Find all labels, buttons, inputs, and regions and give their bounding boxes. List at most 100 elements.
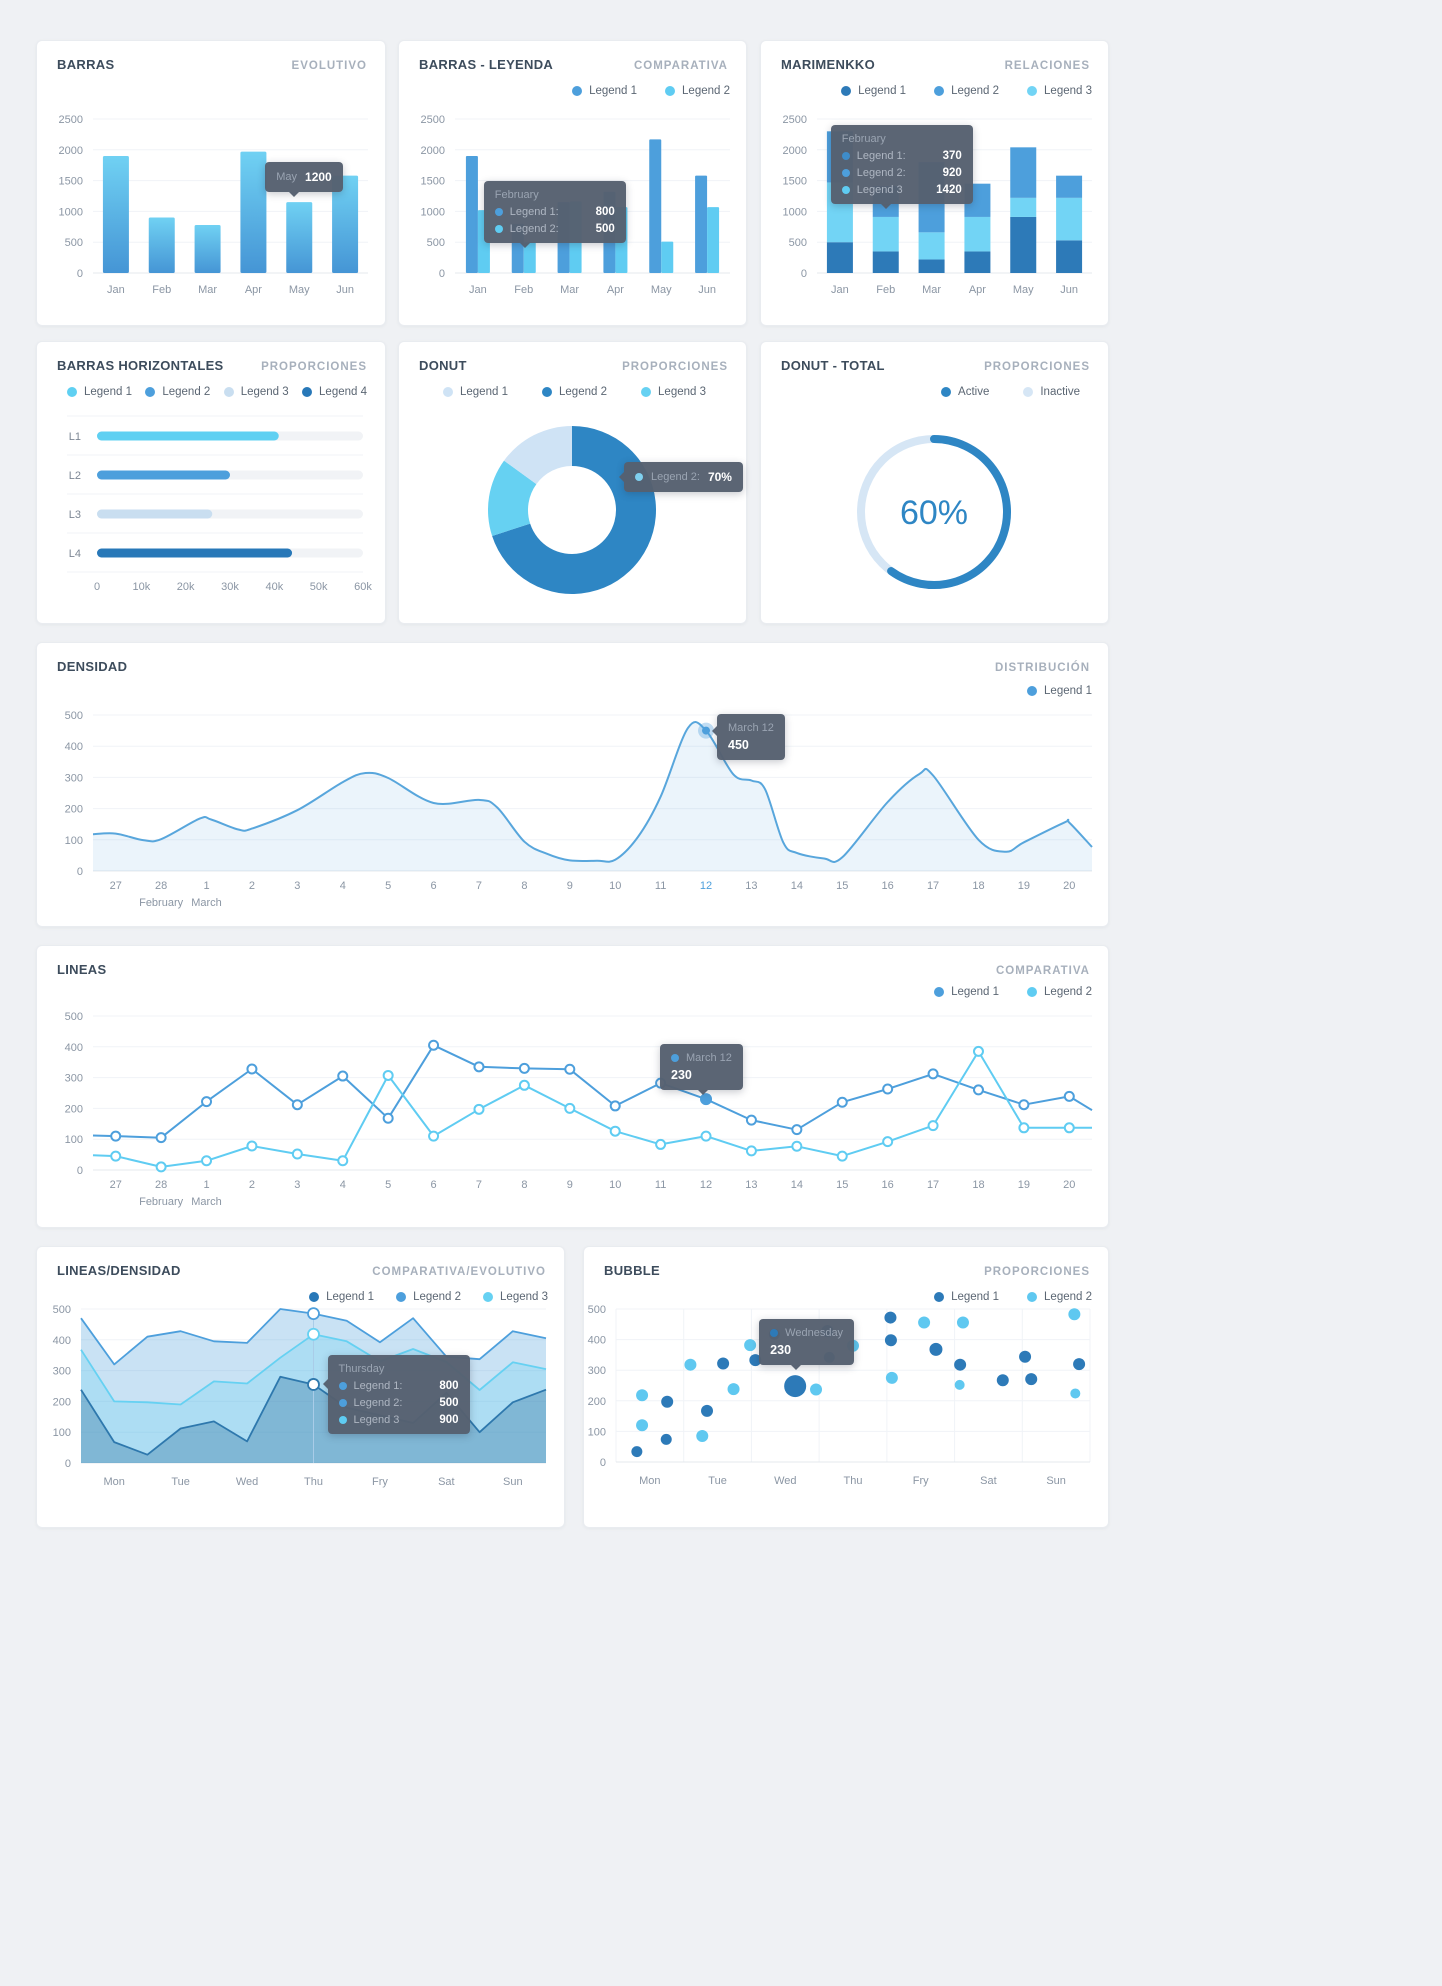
point-Legend 2-18[interactable] — [972, 1045, 984, 1057]
legend-item-legend-2[interactable]: Legend 2 — [145, 386, 210, 398]
bubble-Legend 2[interactable] — [727, 1383, 740, 1396]
bar-Jun[interactable] — [332, 175, 359, 273]
point-Legend 1-10[interactable] — [609, 1100, 621, 1112]
bubble-Legend 2[interactable] — [956, 1316, 969, 1329]
bubble-Legend 2[interactable] — [636, 1419, 649, 1432]
legend-item-legend-3[interactable]: Legend 3 — [223, 386, 289, 398]
stack-Legend 3-Jun[interactable] — [1056, 197, 1083, 241]
point-Legend 1-19[interactable] — [1018, 1099, 1030, 1111]
hbar-L4[interactable] — [97, 548, 293, 558]
legend-item-legend-2[interactable]: Legend 2 — [1027, 986, 1092, 998]
bubble-Legend 2[interactable] — [636, 1389, 649, 1402]
bar-Legend 2-May[interactable] — [661, 241, 674, 273]
point-Legend 1-28[interactable] — [155, 1132, 167, 1144]
stack-Legend 2-Jun[interactable] — [1056, 175, 1083, 198]
stack-Legend 3-Feb[interactable] — [872, 216, 899, 252]
legend-item-legend-3[interactable]: Legend 3 — [641, 386, 706, 398]
point-Legend 2-28[interactable] — [155, 1161, 167, 1173]
bubble-Legend 1[interactable] — [954, 1358, 967, 1371]
point-Legend 1-27[interactable] — [110, 1130, 122, 1142]
bubble-Legend 1[interactable] — [929, 1342, 943, 1356]
active-point[interactable] — [702, 726, 711, 735]
legend-item-legend-1[interactable]: Legend 1 — [934, 1291, 999, 1303]
legend-item-legend-1[interactable]: Legend 1 — [67, 386, 132, 398]
progress-arc[interactable] — [887, 435, 1011, 589]
bar-Mar[interactable] — [194, 224, 221, 273]
bar-Legend 2-Feb[interactable] — [523, 242, 536, 273]
point-Legend 1-2[interactable] — [246, 1063, 258, 1075]
legend-item-legend-1[interactable]: Legend 1 — [1027, 685, 1092, 697]
point-Legend 1-9[interactable] — [564, 1063, 576, 1075]
line-Legend 2[interactable] — [92, 1050, 1092, 1168]
stack-Legend 1-Feb[interactable] — [872, 251, 899, 273]
density-line[interactable] — [92, 721, 1093, 863]
legend-item-legend-1[interactable]: Legend 1 — [934, 986, 999, 998]
point-Legend 2-19[interactable] — [1018, 1122, 1030, 1134]
bubble-Legend 1[interactable] — [631, 1446, 643, 1458]
point-Legend 2-20[interactable] — [1063, 1122, 1075, 1134]
point-Legend 1-4[interactable] — [337, 1070, 349, 1082]
point-Legend 2-14[interactable] — [791, 1140, 803, 1152]
marimenkko-chart[interactable]: 2500 2000 1500 1000 500 0 Jan Feb Mar Apr May Jun Fe… — [761, 41, 1108, 325]
donut-total-chart[interactable]: 60% — [761, 342, 1108, 623]
bubble-Legend 1[interactable] — [884, 1311, 897, 1324]
bubble-Legend 1[interactable] — [1073, 1358, 1086, 1371]
stack-Legend 2-May[interactable] — [1010, 147, 1037, 198]
point-Legend 1-8[interactable] — [518, 1062, 530, 1074]
bubble-Legend 2[interactable] — [744, 1339, 757, 1352]
legend-item-legend-1[interactable]: Legend 1 — [572, 85, 637, 97]
bar-Legend 1-May[interactable] — [649, 139, 662, 273]
bar-May[interactable] — [286, 202, 313, 273]
legend-item-legend-3[interactable]: Legend 3 — [483, 1291, 548, 1303]
stack-Legend 1-May[interactable] — [1010, 216, 1037, 273]
legend-item-legend-2[interactable]: Legend 2 — [934, 85, 999, 97]
legend-item-legend-3[interactable]: Legend 3 — [1027, 85, 1092, 97]
lineas-densidad-chart[interactable]: 500 400 300 200 100 0 Mon Tue Wed Thu Fry Sat Sun Thu… — [37, 1247, 564, 1527]
point-Legend 1-20[interactable] — [1063, 1090, 1075, 1102]
bubble-Legend 1[interactable] — [660, 1433, 672, 1445]
bubble-Legend 1[interactable] — [701, 1404, 714, 1417]
point-Legend 1-17[interactable] — [927, 1068, 939, 1080]
point-Legend 1-1[interactable] — [201, 1096, 213, 1108]
bubble-chart[interactable]: 500 400 300 200 100 0 Mon Tue Wed Thu Fry Sat Sun Wed… — [584, 1247, 1108, 1527]
bubble-Legend 1[interactable] — [661, 1395, 674, 1408]
point-Legend 2-13[interactable] — [745, 1145, 757, 1157]
point-Legend 2-2[interactable] — [246, 1140, 258, 1152]
bubble-Legend 1[interactable] — [884, 1334, 897, 1347]
point-Legend 2-7[interactable] — [473, 1103, 485, 1115]
bubble-Legend 1[interactable] — [717, 1357, 730, 1370]
point-Legend 2-17[interactable] — [927, 1120, 939, 1132]
bar-Jan[interactable] — [102, 155, 129, 273]
point-Legend 2-11[interactable] — [655, 1138, 667, 1150]
point-Legend 1-15[interactable] — [836, 1096, 848, 1108]
point-Legend 2-16[interactable] — [882, 1136, 894, 1148]
point-Legend 1-6[interactable] — [428, 1039, 440, 1051]
stack-Legend 3-Mar[interactable] — [918, 232, 945, 260]
point-Legend 2-8[interactable] — [518, 1079, 530, 1091]
bar-Feb[interactable] — [148, 217, 175, 273]
barras-leyenda-chart[interactable]: 2500 2000 1500 1000 500 0 Jan Feb Mar Apr May Jun Fe… — [399, 41, 746, 325]
bubble-Legend 1[interactable] — [1025, 1373, 1038, 1386]
bubble-Legend 2[interactable] — [696, 1429, 709, 1442]
stack-Legend 1-Apr[interactable] — [964, 251, 991, 273]
bar-Legend 1-Jun[interactable] — [695, 175, 708, 273]
barras-chart[interactable]: 2500 2000 1500 1000 500 0 Jan Feb Mar Apr May Jun Ma… — [37, 41, 385, 325]
stack-Legend 1-Mar[interactable] — [918, 259, 945, 273]
bar-Legend 2-Jun[interactable] — [707, 207, 720, 273]
point-Legend 2-6[interactable] — [428, 1130, 440, 1142]
legend-item-legend-2[interactable]: Legend 2 — [396, 1291, 461, 1303]
active-point-Legend 3[interactable] — [307, 1327, 320, 1341]
legend-item-active[interactable]: Active — [941, 386, 989, 398]
donut-chart[interactable]: Legend 2: 70% — [399, 342, 746, 623]
bubble-Legend 2[interactable] — [684, 1358, 697, 1371]
legend-item-legend-4[interactable]: Legend 4 — [302, 386, 367, 398]
line-Legend 1[interactable] — [92, 1044, 1093, 1139]
active-point[interactable] — [700, 1093, 713, 1106]
bubble-Legend 1[interactable] — [784, 1375, 807, 1398]
lineas-chart[interactable]: 500 400 300 200 100 0 27 28 1 2 3 4 5 6 7 8 9 10 11 12 13 14 1… — [37, 946, 1108, 1227]
barras-horizontales-chart[interactable]: L1 L2 L3 L4 0 10k 20k 30k 40k 50k 60k — [37, 342, 385, 623]
bubble-Legend 2[interactable] — [1070, 1388, 1081, 1399]
active-point-Legend 2[interactable] — [307, 1307, 320, 1321]
legend-item-legend-1[interactable]: Legend 1 — [841, 85, 906, 97]
point-Legend 2-1[interactable] — [201, 1155, 213, 1167]
